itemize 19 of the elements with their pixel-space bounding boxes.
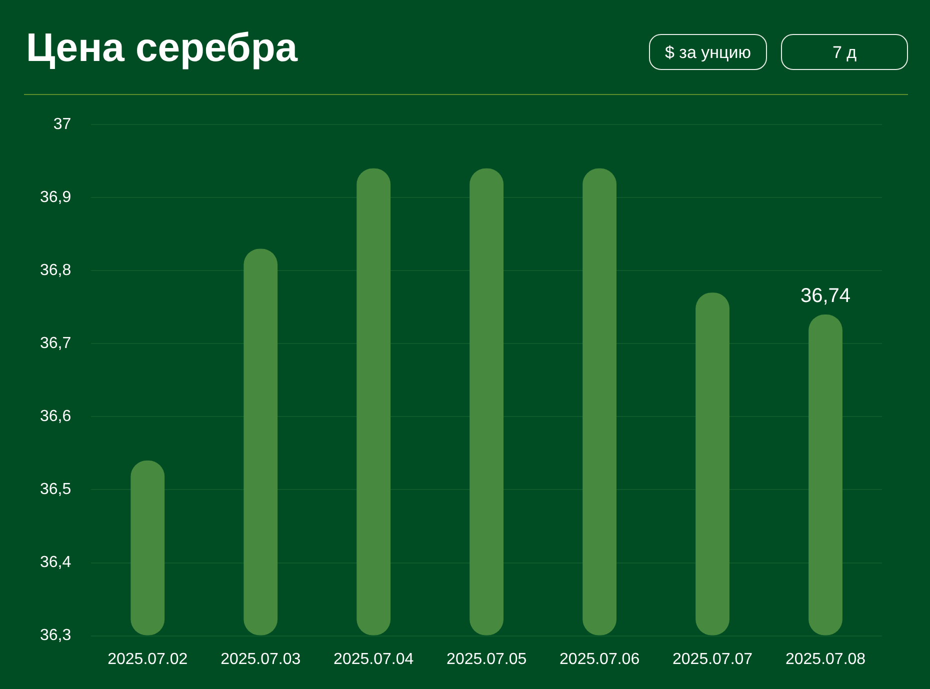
x-tick-label: 2025.07.06	[560, 650, 640, 668]
x-tick-label: 2025.07.08	[785, 650, 866, 668]
y-tick-label: 36,9	[40, 189, 72, 206]
y-tick-label: 36,5	[40, 481, 72, 498]
y-tick-label: 36,6	[40, 408, 72, 426]
y-tick-label: 36,7	[40, 335, 72, 352]
text: 7 д	[781, 34, 908, 70]
data-label: 36,74	[800, 284, 851, 307]
x-tick-label: 2025.07.03	[220, 650, 301, 668]
y-tick-label: 36,8	[40, 262, 72, 280]
y-tick-label: 36,4	[40, 554, 72, 572]
y-tick-label: 36,3	[40, 627, 72, 644]
text: $ за унцию	[648, 34, 767, 70]
x-tick-label: 2025.07.04	[334, 650, 414, 668]
x-tick-label: 2025.07.07	[672, 650, 753, 668]
x-tick-label: 2025.07.05	[446, 650, 527, 668]
y-tick-label: 37	[53, 116, 72, 134]
chart-title: Цена серебра	[26, 26, 298, 71]
x-tick-label: 2025.07.02	[108, 650, 188, 668]
